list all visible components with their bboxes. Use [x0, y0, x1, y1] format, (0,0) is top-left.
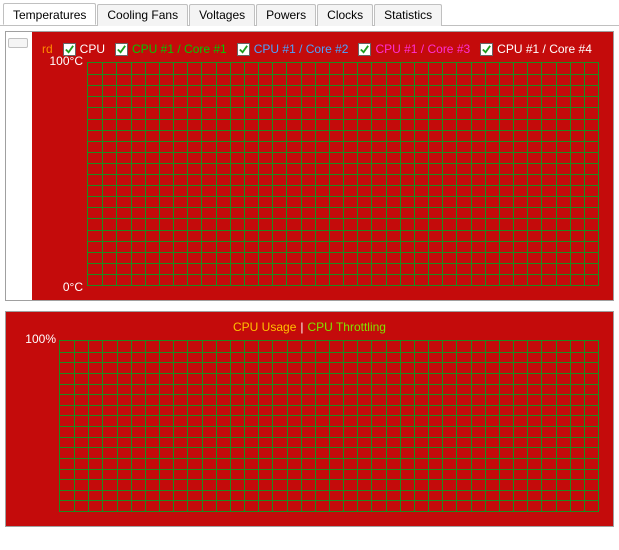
tab-clocks[interactable]: Clocks — [317, 4, 373, 26]
legend-item: CPU #1 / Core #4 — [480, 42, 592, 56]
legend-checkbox[interactable] — [115, 43, 128, 56]
legend-item: CPU #1 / Core #3 — [358, 42, 470, 56]
legend-label: CPU #1 / Core #1 — [132, 42, 227, 56]
legend-item: CPU #1 / Core #2 — [237, 42, 349, 56]
legend-checkbox[interactable] — [358, 43, 371, 56]
legend-label: CPU #1 / Core #3 — [375, 42, 470, 56]
legend-checkbox[interactable] — [480, 43, 493, 56]
tab-powers[interactable]: Powers — [256, 4, 316, 26]
title-item: CPU Usage — [233, 320, 296, 334]
cpu-usage-title: CPU Usage | CPU Throttling — [6, 312, 613, 334]
tab-cooling-fans[interactable]: Cooling Fans — [97, 4, 188, 26]
cpu-usage-grid — [59, 340, 599, 512]
legend-label: CPU #1 / Core #2 — [254, 42, 349, 56]
temperature-grid — [87, 62, 599, 286]
tab-temperatures[interactable]: Temperatures — [3, 3, 96, 25]
tab-statistics[interactable]: Statistics — [374, 4, 442, 26]
tab-voltages[interactable]: Voltages — [189, 4, 255, 26]
y-axis-max: 100% — [24, 332, 56, 346]
legend-label: CPU #1 / Core #4 — [497, 42, 592, 56]
tab-bar: TemperaturesCooling FansVoltagesPowersCl… — [0, 0, 619, 26]
sidebar-handle[interactable] — [8, 38, 28, 48]
title-separator: | — [300, 320, 303, 334]
legend-label: CPU — [80, 42, 105, 56]
title-item: CPU Throttling — [308, 320, 386, 334]
content-area: rdCPUCPU #1 / Core #1CPU #1 / Core #2CPU… — [0, 26, 619, 527]
cpu-usage-panel: CPU Usage | CPU Throttling 100% — [5, 311, 614, 527]
y-axis-min: 0°C — [45, 280, 83, 294]
temperature-panel: rdCPUCPU #1 / Core #1CPU #1 / Core #2CPU… — [5, 31, 614, 301]
legend-checkbox[interactable] — [237, 43, 250, 56]
temperature-chart-area: rdCPUCPU #1 / Core #1CPU #1 / Core #2CPU… — [32, 32, 613, 300]
panel-sidebar — [6, 32, 32, 300]
legend-item: CPU #1 / Core #1 — [115, 42, 227, 56]
temperature-legend: rdCPUCPU #1 / Core #1CPU #1 / Core #2CPU… — [60, 42, 599, 56]
y-axis-max: 100°C — [45, 54, 83, 68]
